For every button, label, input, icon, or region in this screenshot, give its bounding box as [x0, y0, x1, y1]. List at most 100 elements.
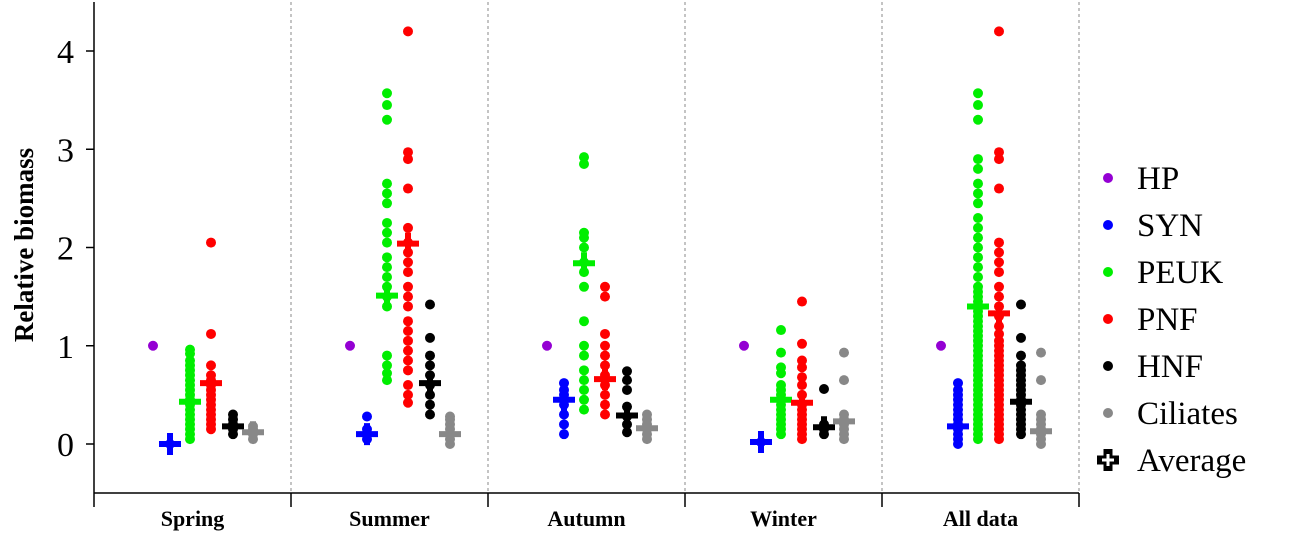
- data-point: [797, 355, 807, 366]
- y-tick-label: 4: [57, 34, 74, 71]
- legend-average-icon: [1097, 449, 1119, 471]
- data-point: [600, 291, 610, 302]
- data-point: [600, 328, 610, 339]
- data-point: [579, 404, 589, 415]
- data-point: [776, 380, 786, 391]
- data-point: [579, 158, 589, 169]
- data-point: [425, 409, 435, 420]
- data-point: [994, 237, 1004, 248]
- y-axis: 0 1 2 3 4: [57, 34, 94, 464]
- data-point: [559, 409, 569, 420]
- data-point: [382, 368, 392, 379]
- data-point: [739, 340, 749, 351]
- data-point: [839, 375, 849, 386]
- average-marker: [1030, 420, 1052, 443]
- data-point: [403, 380, 413, 391]
- data-point: [973, 154, 983, 165]
- data-point: [600, 281, 610, 292]
- data-point: [973, 222, 983, 233]
- data-point: [206, 328, 216, 339]
- average-marker: [242, 421, 264, 444]
- legend-label: Ciliates: [1137, 396, 1238, 432]
- data-point: [973, 232, 983, 243]
- data-point: [600, 360, 610, 371]
- data-point: [403, 26, 413, 37]
- data-point: [579, 384, 589, 395]
- x-category-label: Autumn: [547, 506, 625, 531]
- average-marker: [636, 417, 658, 440]
- x-category-label: Spring: [161, 506, 225, 531]
- data-point: [776, 362, 786, 373]
- data-point: [185, 355, 195, 366]
- data-point: [973, 100, 983, 111]
- data-point: [382, 262, 392, 273]
- average-marker: [770, 388, 792, 411]
- data-point: [994, 147, 1004, 158]
- data-point: [382, 252, 392, 263]
- data-point: [382, 360, 392, 371]
- y-axis-label: Relative biomass: [9, 148, 39, 342]
- data-point: [382, 375, 392, 386]
- data-point: [994, 154, 1004, 165]
- data-point: [206, 360, 216, 371]
- data-point: [425, 350, 435, 361]
- data-point: [776, 325, 786, 336]
- data-point: [382, 217, 392, 228]
- data-point: [1016, 350, 1026, 361]
- legend-dot-icon: [1103, 267, 1113, 277]
- y-tick-label: 0: [57, 427, 74, 464]
- data-point: [382, 100, 392, 111]
- data-point: [973, 242, 983, 253]
- average-marker: [553, 388, 575, 411]
- data-point: [994, 26, 1004, 37]
- data-point: [973, 198, 983, 209]
- average-marker: [967, 295, 989, 318]
- data-point: [403, 183, 413, 194]
- y-tick-label: 3: [57, 132, 74, 169]
- data-point: [973, 262, 983, 273]
- data-point: [973, 114, 983, 125]
- average-marker: [791, 391, 813, 414]
- data-point: [445, 411, 455, 422]
- average-marker: [159, 433, 181, 455]
- legend-dot-icon: [1103, 408, 1113, 418]
- data-point: [382, 227, 392, 238]
- legend-label: PEUK: [1137, 255, 1223, 291]
- data-point: [1036, 375, 1046, 386]
- data-point: [936, 340, 946, 351]
- data-point: [973, 271, 983, 282]
- legend-dot-icon: [1103, 361, 1113, 371]
- data-point: [600, 350, 610, 361]
- data-point: [973, 163, 983, 174]
- data-point: [973, 252, 983, 263]
- data-point: [839, 347, 849, 358]
- legend: HP SYN PEUK PNF HNF Ciliates Average: [1097, 161, 1246, 479]
- average-marker: [222, 415, 244, 438]
- data-point: [622, 427, 632, 438]
- data-point: [559, 378, 569, 389]
- average-marker: [376, 284, 398, 307]
- data-point: [622, 375, 632, 386]
- data-point: [1016, 299, 1026, 310]
- average-marker: [988, 302, 1010, 325]
- data-point: [403, 291, 413, 302]
- data-point: [403, 365, 413, 376]
- data-point: [382, 114, 392, 125]
- data-point: [600, 399, 610, 410]
- average-marker: [397, 232, 419, 255]
- data-point: [797, 296, 807, 307]
- data-point: [994, 267, 1004, 278]
- data-point: [994, 335, 1004, 346]
- legend-label: SYN: [1137, 208, 1203, 244]
- data-point: [403, 397, 413, 408]
- data-point: [345, 340, 355, 351]
- data-point: [579, 340, 589, 351]
- data-point: [579, 152, 589, 163]
- average-marker: [813, 416, 835, 439]
- data-point: [622, 384, 632, 395]
- data-point: [973, 88, 983, 99]
- data-point: [382, 88, 392, 99]
- data-point: [1016, 360, 1026, 371]
- data-point: [579, 350, 589, 361]
- data-point: [579, 281, 589, 292]
